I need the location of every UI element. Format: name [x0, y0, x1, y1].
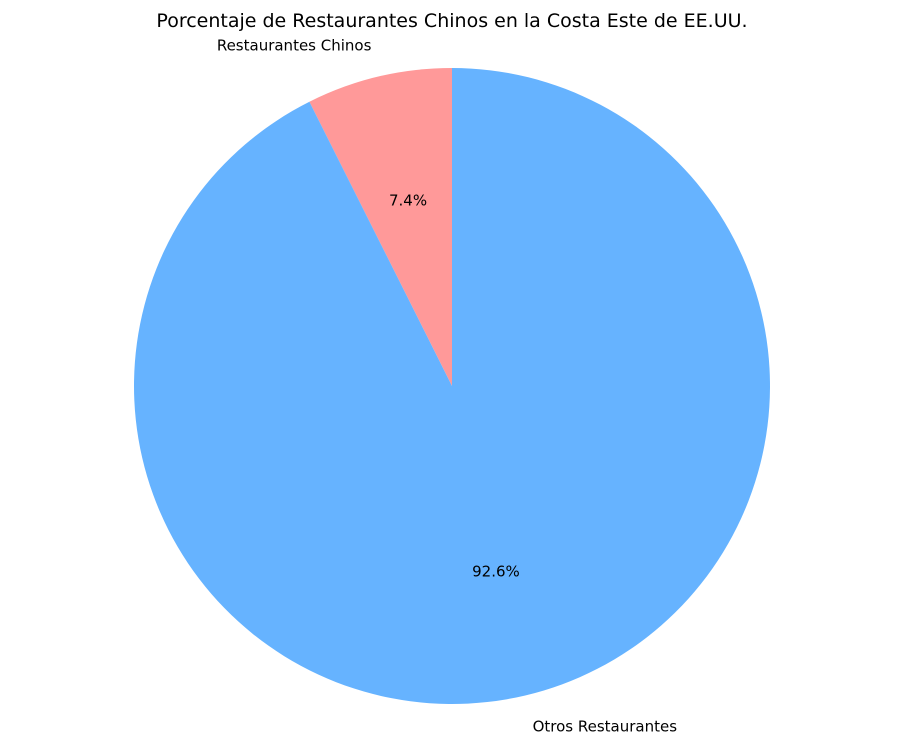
pie-percent-label-0: 7.4%	[389, 191, 427, 209]
pie-category-label-1: Otros Restaurantes	[533, 717, 678, 735]
pie-category-label-0: Restaurantes Chinos	[217, 37, 372, 55]
pie-slice-0	[309, 68, 452, 386]
pie-slices	[133, 68, 770, 705]
pie-labels: 7.4% Restaurantes Chinos 92.6% Otros Restau…	[217, 37, 677, 736]
pie-slice-1	[133, 68, 770, 705]
chart-title: Porcentaje de Restaurantes Chinos en la …	[156, 10, 747, 32]
pie-percent-label-1: 92.6%	[472, 563, 520, 581]
